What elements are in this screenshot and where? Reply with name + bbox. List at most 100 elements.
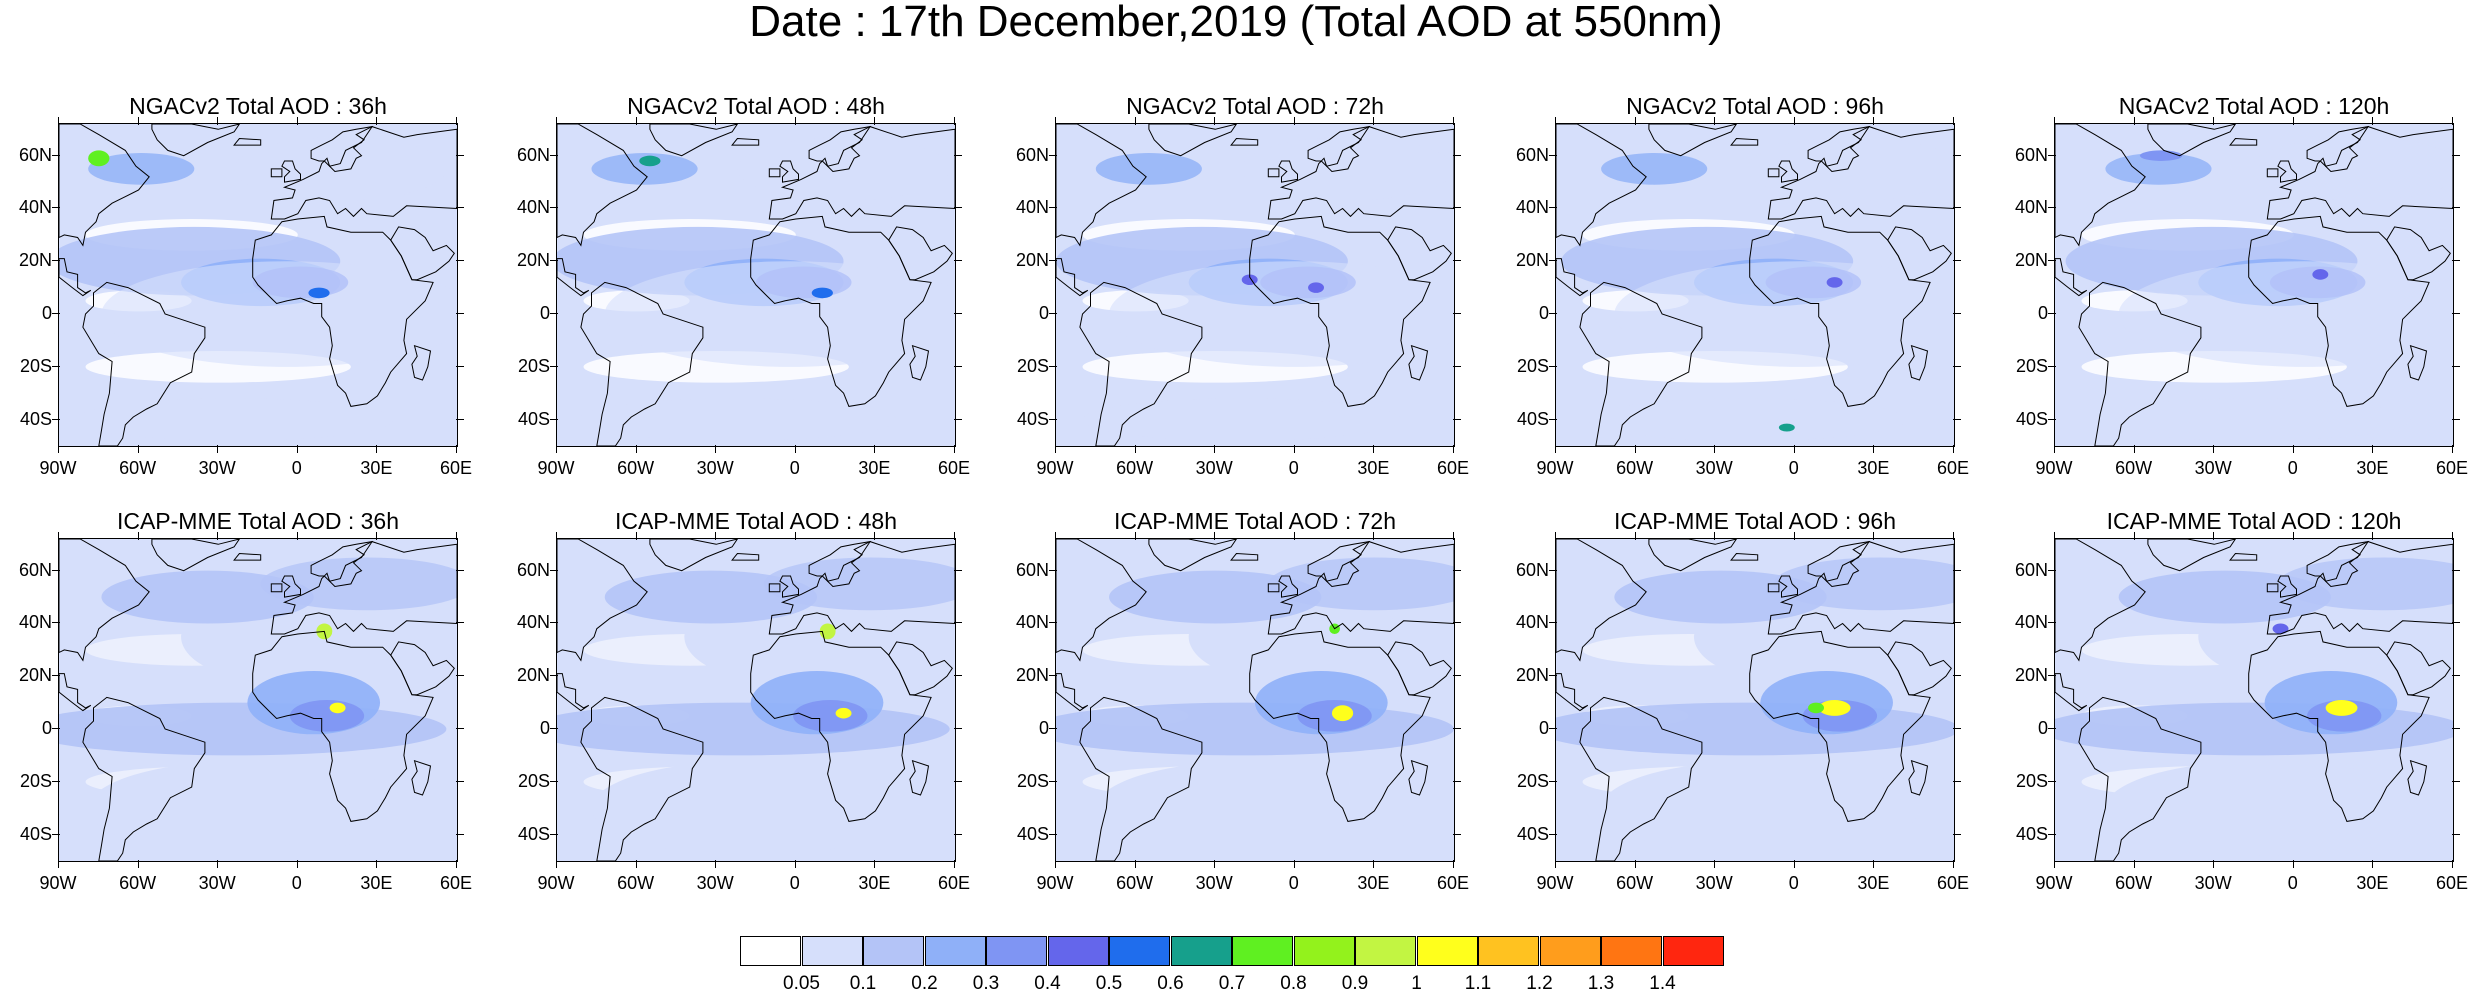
aod-hotspot	[1308, 282, 1324, 293]
coastline-south-america	[82, 696, 206, 861]
coastline-north-america	[2055, 539, 2146, 662]
lat-tick	[2048, 622, 2056, 624]
coastline-arabia	[1887, 641, 1952, 696]
lon-tick	[137, 860, 139, 868]
lon-tick	[954, 860, 955, 868]
map-panel-ngacv2-120h: NGACv2 Total AOD : 120h 60N 40N 20N 0 20S 40S 9…	[2015, 92, 2468, 498]
lat-tick	[1453, 207, 1461, 209]
lon-tick	[874, 117, 876, 125]
lon-tick-label: 60W	[1616, 873, 1654, 893]
lon-tick	[2213, 860, 2215, 868]
lat-tick	[456, 833, 464, 835]
lon-tick	[456, 860, 457, 868]
lon-tick-label: 30E	[360, 873, 393, 893]
lat-tick	[954, 260, 962, 262]
colorbar-cell	[740, 936, 801, 966]
lon-tick-label: 0	[291, 873, 302, 893]
lat-tick-label: 60N	[18, 144, 52, 165]
lon-tick	[1055, 445, 1056, 453]
coastline-south-america	[1079, 696, 1203, 861]
lat-tick-label: 40N	[2014, 197, 2048, 218]
lon-tick-label: 60W	[1116, 458, 1154, 478]
lon-tick	[217, 117, 219, 125]
lat-tick-label: 40N	[2014, 612, 2048, 633]
coastline-iceland	[731, 137, 760, 146]
lon-tick	[296, 445, 298, 453]
aod-plume	[289, 700, 365, 732]
coastline-iceland	[1230, 552, 1259, 561]
aod-plume	[1095, 153, 1202, 185]
aod-hotspot	[88, 150, 110, 167]
lat-tick-label: 20S	[19, 355, 52, 376]
lat-tick	[2048, 418, 2056, 420]
coastline-britain	[2277, 575, 2297, 598]
lon-tick	[2133, 532, 2135, 540]
lon-tick	[1873, 445, 1875, 453]
aod-plume	[1773, 557, 1954, 611]
lon-tick	[217, 532, 219, 540]
lat-tick-label: 40N	[516, 612, 550, 633]
lon-tick-label: 0	[789, 458, 800, 478]
coastline-africa	[2248, 630, 2430, 822]
lon-tick	[556, 117, 557, 125]
lon-tick	[2372, 117, 2374, 125]
lat-tick	[550, 365, 558, 367]
coastline-south-america	[1079, 281, 1203, 446]
lat-tick	[1049, 833, 1057, 835]
coastline-ireland	[1767, 168, 1780, 178]
lon-tick	[1953, 445, 1954, 453]
lon-tick	[137, 532, 139, 540]
lon-tick-label: 30W	[198, 873, 236, 893]
lon-tick	[2292, 117, 2294, 125]
aod-map	[58, 538, 458, 862]
lat-tick-label: 40N	[1515, 197, 1549, 218]
lon-tick-label: 30E	[1857, 873, 1890, 893]
lat-tick-label: 20S	[1516, 355, 1549, 376]
coastline-africa	[252, 630, 434, 822]
coastline-greenland	[1648, 539, 1738, 572]
lon-tick	[1214, 860, 1216, 868]
lon-tick	[954, 445, 955, 453]
lat-tick-label: 40N	[18, 197, 52, 218]
lat-tick-label: 60N	[1515, 559, 1549, 580]
lat-tick	[1049, 569, 1057, 571]
lon-tick	[1293, 532, 1295, 540]
lon-tick	[1953, 117, 1954, 125]
aod-plume	[1556, 702, 1954, 756]
coastline-africa	[1249, 630, 1431, 822]
coastline-greenland	[1148, 539, 1238, 572]
lat-tick	[1953, 207, 1961, 209]
lon-tick	[556, 445, 557, 453]
lon-tick	[794, 532, 796, 540]
lat-tick	[550, 675, 558, 677]
lat-tick-label: 0	[1038, 303, 1049, 324]
lon-tick	[1953, 860, 1954, 868]
map-panel-ngacv2-36h: NGACv2 Total AOD : 36h 60N 40N 20N 0 20S 40S 90…	[19, 92, 472, 498]
lat-tick	[954, 154, 962, 156]
lat-tick	[2452, 780, 2460, 782]
lon-tick	[1714, 445, 1716, 453]
aod-plume	[793, 700, 868, 732]
colorbar-label: 0.8	[1280, 973, 1307, 994]
panel-title: NGACv2 Total AOD : 120h	[2118, 93, 2390, 119]
lon-tick	[1453, 117, 1454, 125]
aod-plume	[2105, 153, 2212, 185]
lon-tick	[296, 860, 298, 868]
lat-tick	[1453, 365, 1461, 367]
coastline-central-america	[59, 673, 92, 712]
lon-tick	[1555, 117, 1556, 125]
lon-tick	[456, 117, 457, 125]
colorbar-cell	[986, 936, 1047, 966]
lon-tick	[456, 532, 457, 540]
coastline-ireland	[270, 583, 283, 593]
lat-tick-label: 60N	[516, 144, 550, 165]
lat-tick-label: 0	[41, 718, 52, 739]
coastline-greenland	[649, 539, 739, 572]
coastline-greenland	[2147, 124, 2237, 157]
lat-tick	[954, 418, 962, 420]
colorbar-label: 0.6	[1157, 973, 1184, 994]
lat-tick	[1453, 622, 1461, 624]
coastline-africa	[1249, 215, 1431, 407]
lat-tick-label: 40S	[19, 823, 52, 844]
aod-hotspot	[1331, 705, 1354, 722]
